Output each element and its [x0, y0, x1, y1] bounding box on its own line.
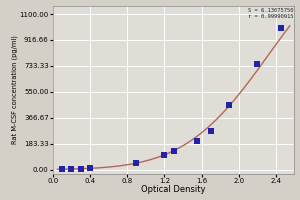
Point: [278, 27, 283, 30]
Y-axis label: Rat M-CSF concentration (pg/ml): Rat M-CSF concentration (pg/ml): [12, 35, 18, 144]
Point: [88, 166, 92, 169]
Point: [227, 103, 232, 106]
Point: [194, 140, 199, 143]
Point: [134, 161, 139, 164]
Text: S = 6.13075750
r = 0.99990915: S = 6.13075750 r = 0.99990915: [248, 8, 294, 19]
X-axis label: Optical Density: Optical Density: [141, 185, 206, 194]
Point: [69, 167, 74, 171]
Point: [162, 154, 167, 157]
Point: [60, 168, 64, 171]
Point: [208, 130, 213, 133]
Point: [78, 167, 83, 170]
Point: [171, 150, 176, 153]
Point: [255, 62, 260, 65]
